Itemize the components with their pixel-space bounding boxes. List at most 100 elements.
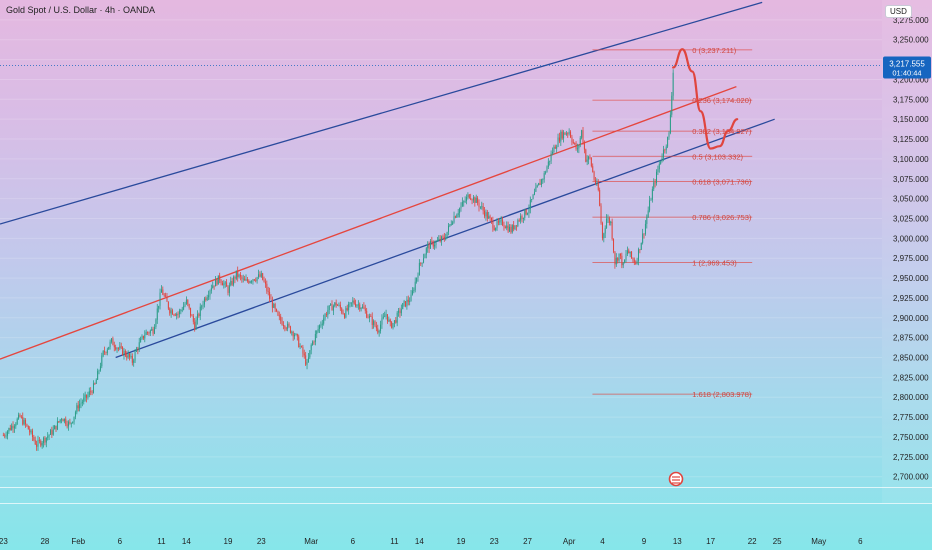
x-tick-label: 25 <box>773 537 782 546</box>
candle-body <box>271 299 273 308</box>
candle-body <box>582 130 584 144</box>
candle-body <box>323 318 325 324</box>
candle <box>298 334 300 348</box>
candle-body <box>442 236 444 238</box>
candle-body <box>202 304 204 307</box>
candle <box>538 182 540 186</box>
candle <box>99 362 101 372</box>
candle-body <box>99 366 101 371</box>
price-axis[interactable]: 2,700.000 2,725.000 2,750.000 2,775.000 2,80… <box>0 0 932 503</box>
candle <box>313 340 315 345</box>
candle-body <box>492 220 494 229</box>
candle-body <box>92 383 94 393</box>
y-tick-label: 3,200.000 <box>893 75 929 84</box>
fib-level-label: 0.786 (3,026.753) <box>692 213 752 222</box>
candle-body <box>371 316 373 325</box>
chart-title: Gold Spot / U.S. Dollar · 4h · OANDA <box>6 5 156 15</box>
x-tick-label: Feb <box>71 537 85 546</box>
candle-body <box>263 279 265 282</box>
candle-body <box>524 209 526 218</box>
pane-separator[interactable] <box>0 487 932 488</box>
candle-body <box>478 202 480 208</box>
x-tick-label: 19 <box>457 537 466 546</box>
candle-body <box>51 430 53 435</box>
y-tick-label: 2,825.000 <box>893 373 929 382</box>
fibonacci-retracement[interactable]: 0 (3,237.211) 0.236 (3,174.020) 0.382 (3,1… <box>592 46 753 399</box>
candle <box>639 249 641 254</box>
candle-body <box>425 248 427 255</box>
candle <box>156 303 158 324</box>
candle-body <box>368 315 370 318</box>
time-axis[interactable]: 23 28 Feb 6 11 14 19 23 Mar 6 11 14 19 23 27 Apr 4 9 13 17 2… <box>0 537 863 546</box>
candle <box>26 423 28 427</box>
candle <box>629 251 631 258</box>
candle <box>291 330 293 336</box>
candle <box>147 331 149 335</box>
candle <box>343 313 345 319</box>
y-tick-label: 2,750.000 <box>893 433 929 442</box>
candle-body <box>521 216 523 219</box>
candle <box>195 316 197 330</box>
candle <box>450 220 452 226</box>
candle <box>611 218 613 241</box>
candle-body <box>112 338 114 346</box>
candle <box>339 301 341 311</box>
candle-body <box>270 298 272 300</box>
candle-body <box>328 305 330 311</box>
candle <box>263 276 265 283</box>
candle <box>504 225 506 229</box>
candle-body <box>636 260 638 264</box>
candle <box>314 330 316 346</box>
candle-body <box>359 304 361 310</box>
candle <box>319 324 321 334</box>
candle-body <box>76 405 78 413</box>
currency-badge[interactable]: USD <box>885 5 912 18</box>
candle <box>385 309 387 320</box>
candle <box>543 171 545 183</box>
candle <box>79 399 81 412</box>
candle-body <box>621 255 623 266</box>
candle <box>389 318 391 327</box>
candle <box>30 429 32 435</box>
candle-body <box>427 243 429 249</box>
candle-body <box>647 210 649 218</box>
candle <box>567 132 569 138</box>
candle <box>468 194 470 199</box>
candle-body <box>386 314 388 322</box>
current-price-badge[interactable] <box>883 56 931 79</box>
candle-body <box>266 283 268 292</box>
candle-body <box>31 430 33 438</box>
candle-body <box>307 357 309 363</box>
candle-body <box>158 305 160 309</box>
candle <box>392 322 394 330</box>
candle-body <box>281 320 283 325</box>
candle <box>362 304 364 309</box>
candle-body <box>25 420 27 425</box>
candle <box>374 320 376 328</box>
candle <box>131 353 133 366</box>
candle-body <box>131 355 133 363</box>
candle-body <box>259 274 261 277</box>
candle <box>9 424 11 431</box>
candle-body <box>540 179 542 185</box>
candle <box>134 349 136 364</box>
candle-body <box>660 160 662 164</box>
candle <box>457 208 459 218</box>
candle <box>665 144 667 154</box>
economic-event-icon[interactable] <box>668 471 684 487</box>
candle-body <box>173 314 175 316</box>
candle-body <box>668 133 670 137</box>
candle <box>194 318 196 332</box>
x-tick-label: May <box>811 537 826 546</box>
candle-body <box>429 241 431 249</box>
candle <box>287 321 289 332</box>
candle-body <box>550 153 552 161</box>
candle <box>513 220 515 232</box>
candle-body <box>460 205 462 209</box>
candle <box>122 346 124 356</box>
candle-body <box>37 440 39 447</box>
candle <box>524 208 526 221</box>
candle <box>172 308 174 315</box>
candle <box>166 292 168 302</box>
